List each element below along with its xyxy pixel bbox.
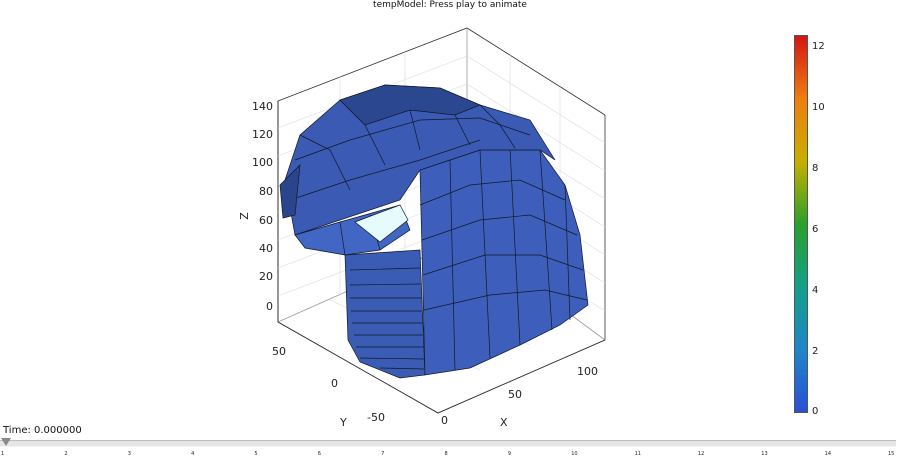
colorbar-tick-label: 8: [812, 163, 818, 174]
colorbar: [794, 35, 808, 413]
slider-tick-label: 15: [888, 451, 895, 457]
slider-tick-label: 1: [1, 451, 5, 457]
z-tick-label: 60: [259, 214, 273, 227]
slider-tick-label: 14: [824, 451, 832, 457]
z-axis: 140 120 100 80 60 40 20 0 Z: [238, 100, 273, 313]
time-slider-ticks: 1 2 3 4 5 6 7 8 9 10 11 12 13 14 15: [0, 451, 900, 463]
slider-tick-label: 2: [64, 451, 68, 457]
slider-tick-label: 3: [127, 451, 131, 457]
slider-tick-label: 7: [381, 451, 385, 457]
slider-tick-label: 11: [634, 451, 641, 457]
colorbar-tick-label: 0: [812, 406, 818, 417]
x-tick-label: 100: [577, 365, 598, 378]
x-axis-label: X: [500, 416, 508, 429]
x-tick-label: 50: [508, 388, 522, 401]
slider-tick-label: 4: [191, 451, 195, 457]
y-axis-label: Y: [339, 416, 347, 429]
colorbar-ticks: 12 10 8 6 4 2 0: [812, 41, 825, 417]
z-axis-label: Z: [238, 212, 251, 220]
y-axis: 50 0 -50 Y: [272, 321, 439, 429]
colorbar-tick-label: 12: [812, 41, 825, 52]
colorbar-tick-label: 6: [812, 224, 818, 235]
colorbar-tick-label: 10: [812, 102, 825, 113]
y-tick-label: -50: [367, 411, 385, 424]
colorbar-tick-label: 4: [812, 285, 818, 296]
z-tick-label: 100: [252, 156, 273, 169]
time-readout: Time: 0.000000: [3, 425, 82, 436]
z-tick-label: 40: [259, 242, 273, 255]
colorbar-tick-label: 2: [812, 346, 818, 357]
x-tick-label: 0: [441, 414, 448, 427]
z-tick-label: 120: [252, 128, 273, 141]
plot-title: tempModel: Press play to animate: [373, 0, 527, 10]
slider-tick-label: 5: [254, 451, 258, 457]
y-tick-label: 50: [272, 345, 286, 358]
z-tick-label: 140: [252, 100, 273, 113]
y-tick-label: 0: [331, 377, 338, 390]
slider-tick-label: 8: [444, 451, 448, 457]
slider-tick-label: 9: [507, 451, 512, 457]
x-axis: 0 50 100 X: [437, 339, 606, 429]
mesh-surface: [279, 84, 589, 379]
z-tick-label: 20: [259, 270, 273, 283]
slider-tick-label: 12: [697, 451, 705, 457]
time-slider[interactable]: [0, 440, 896, 447]
slider-tick-label: 6: [317, 451, 321, 457]
slider-tick-label: 13: [761, 451, 768, 457]
z-tick-label: 0: [266, 300, 273, 313]
time-slider-thumb[interactable]: [1, 438, 11, 446]
slider-tick-label: 10: [571, 451, 578, 457]
z-tick-label: 80: [259, 185, 273, 198]
